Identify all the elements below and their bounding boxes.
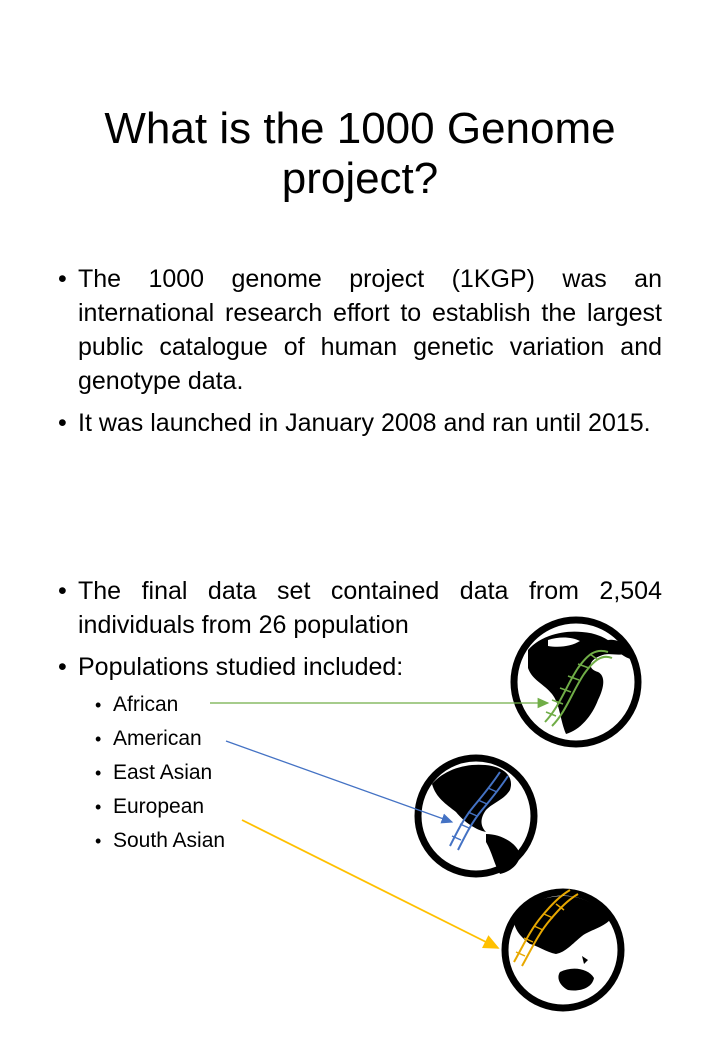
population-item-american: American [95, 722, 225, 756]
bullet-list-bottom: The final data set contained data from 2… [58, 574, 662, 692]
dna-helix-icon [449, 771, 509, 851]
globe-asia-icon [501, 888, 625, 1012]
globe-africa-icon [510, 616, 642, 748]
arrow-american [225, 740, 454, 824]
bullet-item: The final data set contained data from 2… [58, 574, 662, 642]
slide-title: What is the 1000 Genome project? [104, 104, 616, 203]
arrow-south-asian [241, 819, 500, 949]
population-item-east-asian: East Asian [95, 756, 225, 790]
bullet-item: The 1000 genome project (1KGP) was an in… [58, 262, 662, 398]
population-item-european: European [95, 790, 225, 824]
dna-helix-icon [544, 649, 613, 727]
population-list: African American East Asian European Sou… [95, 688, 225, 858]
population-item-south-asian: South Asian [95, 824, 225, 858]
bullet-item: Populations studied included: [58, 650, 662, 684]
bullet-list-top: The 1000 genome project (1KGP) was an in… [58, 262, 662, 448]
dna-helix-icon [513, 889, 579, 967]
population-item-african: African [95, 688, 225, 722]
bullet-item: It was launched in January 2008 and ran … [58, 406, 662, 440]
